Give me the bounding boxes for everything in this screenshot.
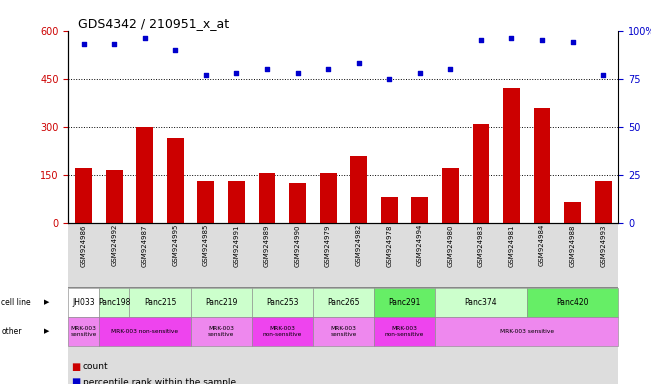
Text: Panc374: Panc374 — [465, 298, 497, 307]
Bar — [228, 181, 245, 223]
Point — [292, 70, 303, 76]
Point — [201, 72, 211, 78]
Text: MRK-003
sensitive: MRK-003 sensitive — [330, 326, 357, 337]
Bar — [381, 197, 398, 223]
Text: MRK-003 non-sensitive: MRK-003 non-sensitive — [111, 329, 178, 334]
Bar — [136, 127, 153, 223]
Text: percentile rank within the sample: percentile rank within the sample — [83, 377, 236, 384]
Text: ■: ■ — [72, 362, 81, 372]
Text: JH033: JH033 — [72, 298, 95, 307]
Bar — [473, 124, 490, 223]
Text: Panc219: Panc219 — [205, 298, 238, 307]
Text: Panc265: Panc265 — [327, 298, 359, 307]
Text: ▶: ▶ — [44, 300, 49, 305]
Point — [170, 47, 180, 53]
Point — [109, 41, 119, 47]
Bar — [503, 88, 520, 223]
Text: MRK-003
sensitive: MRK-003 sensitive — [208, 326, 234, 337]
Text: Panc198: Panc198 — [98, 298, 130, 307]
Bar — [76, 168, 92, 223]
Bar — [167, 138, 184, 223]
Point — [262, 66, 272, 72]
Bar — [68, 223, 618, 384]
Text: MRK-003
non-sensitive: MRK-003 non-sensitive — [385, 326, 424, 337]
Text: Panc291: Panc291 — [389, 298, 421, 307]
Bar — [289, 183, 306, 223]
Point — [537, 37, 547, 43]
Point — [445, 66, 456, 72]
Point — [353, 60, 364, 66]
Point — [568, 39, 578, 45]
Text: GDS4342 / 210951_x_at: GDS4342 / 210951_x_at — [78, 17, 229, 30]
Text: other: other — [1, 327, 21, 336]
Text: MRK-003 sensitive: MRK-003 sensitive — [500, 329, 554, 334]
Point — [384, 76, 395, 82]
Point — [78, 41, 89, 47]
Bar — [197, 181, 214, 223]
Text: Panc253: Panc253 — [266, 298, 299, 307]
Text: count: count — [83, 362, 108, 371]
Point — [506, 35, 517, 41]
Bar — [258, 173, 275, 223]
Bar — [411, 197, 428, 223]
Point — [323, 66, 333, 72]
Text: ■: ■ — [72, 377, 81, 384]
Point — [598, 72, 609, 78]
Point — [476, 37, 486, 43]
Bar — [442, 168, 459, 223]
Bar — [350, 156, 367, 223]
Point — [415, 70, 425, 76]
Point — [139, 35, 150, 41]
Text: MRK-003
sensitive: MRK-003 sensitive — [70, 326, 97, 337]
Text: cell line: cell line — [1, 298, 31, 307]
Bar — [534, 108, 551, 223]
Point — [231, 70, 242, 76]
Text: Panc420: Panc420 — [557, 298, 589, 307]
Bar — [564, 202, 581, 223]
Bar — [595, 181, 611, 223]
Text: ▶: ▶ — [44, 328, 49, 334]
Bar — [320, 173, 337, 223]
Text: Panc215: Panc215 — [144, 298, 176, 307]
Bar — [106, 170, 122, 223]
Text: MRK-003
non-sensitive: MRK-003 non-sensitive — [262, 326, 302, 337]
